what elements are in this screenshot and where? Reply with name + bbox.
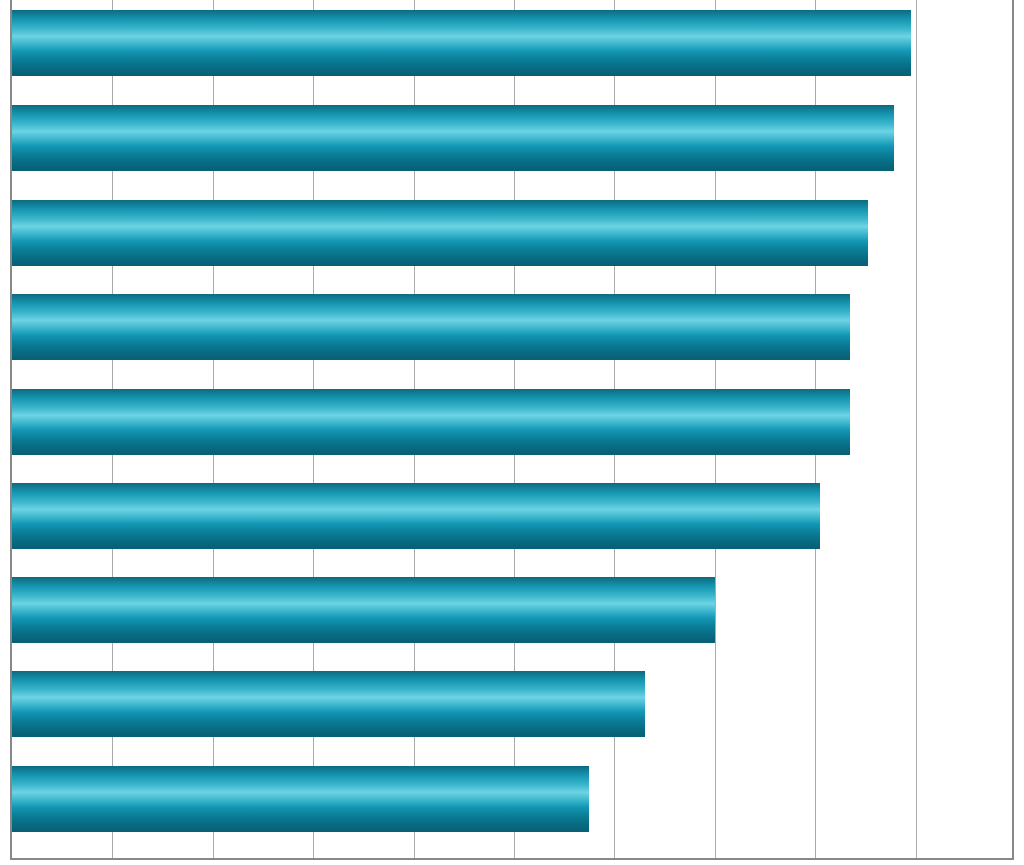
bar (12, 483, 820, 549)
bars-group (12, 0, 1012, 858)
bar (12, 294, 850, 360)
bar (12, 105, 894, 171)
chart-container (0, 0, 1024, 865)
bar (12, 10, 911, 76)
bar (12, 200, 868, 266)
bar (12, 671, 645, 737)
bar (12, 766, 589, 832)
plot-area (10, 0, 1014, 860)
bar (12, 389, 850, 455)
bar (12, 577, 715, 643)
